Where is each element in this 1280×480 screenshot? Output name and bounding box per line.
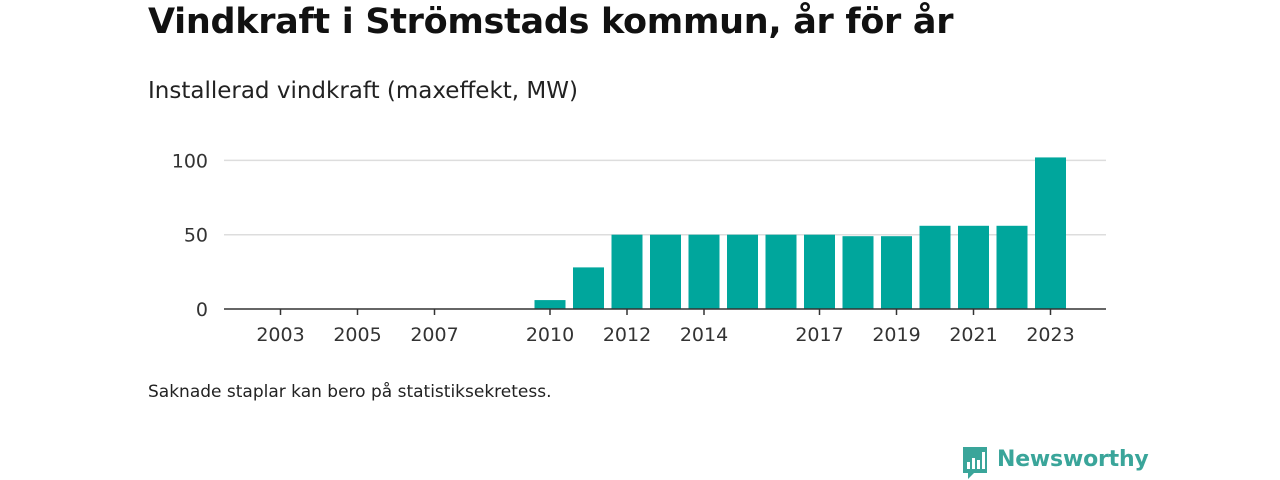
y-tick-label: 100: [172, 150, 208, 172]
gridlines: [224, 159, 1106, 236]
brand-name: Newsworthy: [997, 447, 1149, 472]
bar: [727, 234, 758, 309]
bar: [650, 234, 681, 309]
bar: [688, 234, 720, 309]
x-tick-label: 2003: [256, 324, 304, 346]
bar: [996, 225, 1028, 309]
y-axis-ticks: 0 50 100: [172, 150, 208, 321]
x-tick-label: 2023: [1026, 324, 1074, 346]
bar: [534, 300, 566, 309]
bar: [804, 234, 835, 309]
footnote: Saknade staplar kan bero på statistiksek…: [148, 382, 552, 402]
bars: [534, 157, 1066, 309]
x-tick-label: 2017: [795, 324, 843, 346]
chart-subtitle: Installerad vindkraft (maxeffekt, MW): [148, 78, 578, 104]
x-axis-ticks: 2003 2005 2007 2010 2012 2014 2017 2019 2021 2023: [256, 309, 1075, 346]
x-tick-label: 2019: [872, 324, 920, 346]
x-tick-label: 2005: [333, 324, 381, 346]
x-tick-label: 2014: [680, 324, 728, 346]
bar: [573, 267, 604, 309]
newsworthy-logo-icon: [963, 447, 987, 479]
y-tick-label: 0: [196, 299, 208, 321]
bar: [881, 236, 912, 309]
bar: [765, 234, 797, 309]
x-tick-label: 2021: [949, 324, 997, 346]
bar: [1035, 157, 1066, 309]
bar: [842, 236, 874, 309]
newsworthy-logo: Newsworthy: [961, 446, 1149, 480]
chart-title: Vindkraft i Strömstads kommun, år för år: [148, 2, 954, 42]
x-tick-label: 2010: [526, 324, 574, 346]
y-tick-label: 50: [184, 225, 208, 247]
x-tick-label: 2007: [410, 324, 458, 346]
bar: [611, 234, 643, 309]
bar: [919, 225, 951, 309]
bar: [958, 225, 989, 309]
x-tick-label: 2012: [603, 324, 651, 346]
